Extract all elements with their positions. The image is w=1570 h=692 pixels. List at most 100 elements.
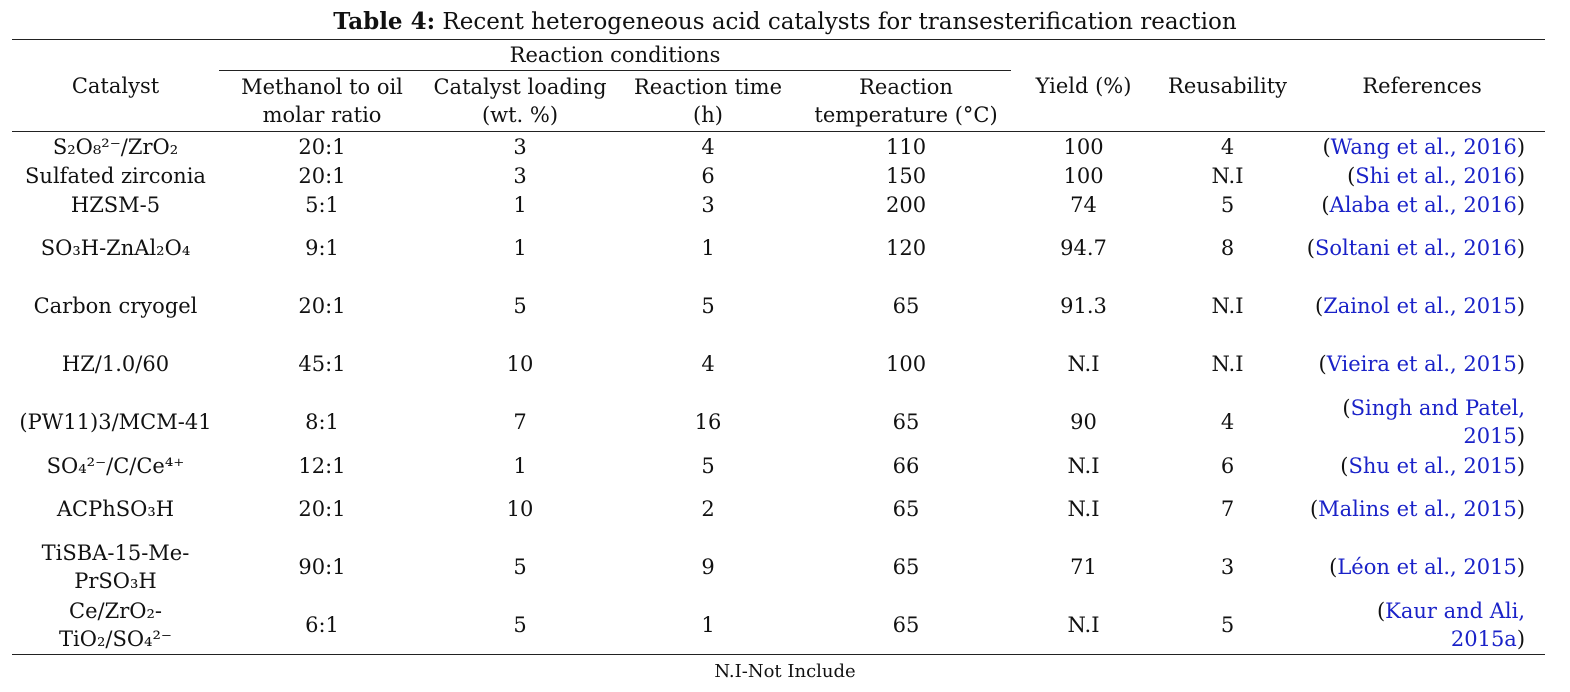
cell-reusability: 5 xyxy=(1220,192,1235,217)
cell-methanol-ratio: 20:1 xyxy=(298,163,346,188)
cell-catalyst: SO₃H-ZnAl₂O₄ xyxy=(40,236,191,260)
cell-catalyst: Carbon cryogel xyxy=(33,294,198,318)
cell-catalyst-loading: 5 xyxy=(425,596,615,655)
cell-reaction-temperature: 65 xyxy=(801,596,1012,655)
reference-link[interactable]: Singh and Patel, 2015 xyxy=(1350,396,1526,448)
cell-catalyst: Sulfated zirconia xyxy=(25,163,206,188)
cell-reference: (Zainol et al., 2015) xyxy=(1299,277,1545,335)
cell-yield: 71 xyxy=(1070,555,1097,579)
reference-open-paren: ( xyxy=(1329,555,1338,579)
table-row: ACPhSO₃H 20:1 10 2 65 N.I 7 (Malins et al., 201… xyxy=(12,480,1545,538)
cell-reusability: 4 xyxy=(1220,134,1235,159)
cell-reference: (Malins et al., 2015) xyxy=(1299,480,1545,538)
reference-link[interactable]: Léon et al., 2015 xyxy=(1337,555,1517,579)
cell-catalyst-loading: 10 xyxy=(506,497,534,521)
cell-reference: (Shi et al., 2016) xyxy=(1299,161,1545,190)
reference-open-paren: ( xyxy=(1306,236,1315,260)
reference-close-paren: ) xyxy=(1516,134,1526,159)
reference-link[interactable]: Shu et al., 2015 xyxy=(1348,453,1517,478)
cell-yield: N.I xyxy=(1067,497,1100,521)
header-catalyst: Catalyst xyxy=(12,39,219,132)
cell-yield: 74 xyxy=(1070,192,1097,217)
reference-link[interactable]: Shi et al., 2016 xyxy=(1355,163,1517,188)
cell-catalyst: S₂O₈²⁻/ZrO₂ xyxy=(52,134,179,159)
cell-reaction-temperature: 120 xyxy=(885,236,927,260)
cell-reaction-time: 1 xyxy=(701,236,715,260)
cell-reaction-time: 3 xyxy=(701,192,715,217)
cell-reaction-time: 16 xyxy=(694,410,722,434)
cell-reaction-time: 4 xyxy=(701,352,715,376)
table-row: S₂O₈²⁻/ZrO₂ 20:1 3 4 110 100 4 (Wang et al., 20… xyxy=(12,132,1545,162)
table-caption-label: Table 4: xyxy=(333,8,436,35)
table-row: Sulfated zirconia 20:1 3 6 150 100 N.I (Shi et … xyxy=(12,161,1545,190)
cell-yield: 94.7 xyxy=(1060,236,1107,260)
cell-reaction-time: 6 xyxy=(701,163,715,188)
cell-reaction-time: 2 xyxy=(701,497,715,521)
reference-open-paren: ( xyxy=(1309,497,1319,521)
cell-reaction-time: 4 xyxy=(701,134,715,159)
table-row: Carbon cryogel 20:1 5 5 65 91.3 N.I (Zainol et … xyxy=(12,277,1545,335)
reference-open-paren: ( xyxy=(1321,192,1330,217)
reference-close-paren: ) xyxy=(1516,497,1526,521)
header-reusability: Reusability xyxy=(1156,39,1300,132)
table-row: (PW11)3/MCM-41 8:1 7 16 65 90 4 (Singh and Pate… xyxy=(12,393,1545,451)
cell-reusability: 3 xyxy=(1220,555,1235,579)
table-caption: Table 4: Recent heterogeneous acid catal… xyxy=(0,7,1570,37)
cell-yield: 100 xyxy=(1063,134,1104,159)
cell-reference: (Léon et al., 2015) xyxy=(1299,538,1545,596)
cell-reaction-time: 1 xyxy=(615,596,801,655)
reference-close-paren: ) xyxy=(1516,163,1526,188)
cell-yield: 91.3 xyxy=(1060,294,1107,318)
cell-reusability: 8 xyxy=(1220,236,1235,260)
cell-catalyst-loading: 5 xyxy=(513,555,527,579)
cell-catalyst-loading: 1 xyxy=(513,453,527,478)
cell-reaction-temperature: 150 xyxy=(885,163,927,188)
reference-link[interactable]: Vieira et al., 2015 xyxy=(1326,352,1517,376)
cell-yield: N.I xyxy=(1067,453,1100,478)
cell-catalyst: (PW11)3/MCM-41 xyxy=(19,410,212,434)
cell-reaction-temperature: 66 xyxy=(892,453,920,478)
cell-reaction-temperature: 65 xyxy=(892,294,920,318)
cell-methanol-ratio: 20:1 xyxy=(298,294,346,318)
table-body: S₂O₈²⁻/ZrO₂ 20:1 3 4 110 100 4 (Wang et al., 20… xyxy=(12,132,1546,655)
cell-catalyst: SO₄²⁻/C/Ce⁴⁺ xyxy=(46,453,185,478)
reference-link[interactable]: Soltani et al., 2016 xyxy=(1314,236,1517,260)
cell-catalyst-loading: 3 xyxy=(513,134,527,159)
cell-catalyst-loading: 1 xyxy=(513,192,527,217)
cell-reference: (Soltani et al., 2016) xyxy=(1299,219,1545,277)
cell-methanol-ratio: 45:1 xyxy=(298,352,346,376)
reference-close-paren: ) xyxy=(1516,453,1526,478)
catalyst-table: Catalyst Reaction conditions Yield (%) R… xyxy=(12,39,1546,655)
cell-catalyst: TiSBA-15-Me-PrSO₃H xyxy=(41,541,190,593)
reference-open-paren: ( xyxy=(1376,599,1386,623)
cell-catalyst-loading: 7 xyxy=(513,410,527,434)
header-catalyst-loading: Catalyst loading (wt. %) xyxy=(425,70,615,132)
reference-close-paren: ) xyxy=(1516,555,1526,579)
reference-link[interactable]: Zainol et al., 2015 xyxy=(1323,294,1517,318)
table-footnote: N.I-Not Include xyxy=(714,661,856,682)
cell-reusability: 7 xyxy=(1220,497,1235,521)
cell-reaction-temperature: 65 xyxy=(892,497,920,521)
cell-reference: (Singh and Patel, 2015) xyxy=(1299,393,1545,451)
header-reaction-time: Reaction time (h) xyxy=(615,70,801,132)
header-methanol-ratio: Methanol to oil molar ratio xyxy=(219,70,425,132)
reference-link[interactable]: Alaba et al., 2016 xyxy=(1329,192,1517,217)
cell-methanol-ratio: 9:1 xyxy=(305,236,339,260)
cell-reaction-temperature: 200 xyxy=(885,192,927,217)
reference-open-paren: ( xyxy=(1347,163,1356,188)
reference-link[interactable]: Wang et al., 2016 xyxy=(1330,134,1517,159)
cell-reaction-temperature: 100 xyxy=(885,352,927,376)
header-yield: Yield (%) xyxy=(1011,39,1157,132)
cell-reference: (Wang et al., 2016) xyxy=(1299,132,1545,162)
cell-reference: (Vieira et al., 2015) xyxy=(1299,335,1545,393)
reference-link[interactable]: Malins et al., 2015 xyxy=(1318,497,1517,521)
cell-yield: N.I xyxy=(1011,596,1157,655)
header-reaction-conditions: Reaction conditions xyxy=(219,39,1012,71)
reference-close-paren: ) xyxy=(1516,236,1526,260)
cell-reaction-time: 9 xyxy=(701,555,715,579)
reference-link[interactable]: Kaur and Ali, 2015a xyxy=(1385,599,1526,651)
cell-reaction-time: 5 xyxy=(701,453,715,478)
cell-methanol-ratio: 90:1 xyxy=(298,555,346,579)
reference-close-paren: ) xyxy=(1516,192,1526,217)
